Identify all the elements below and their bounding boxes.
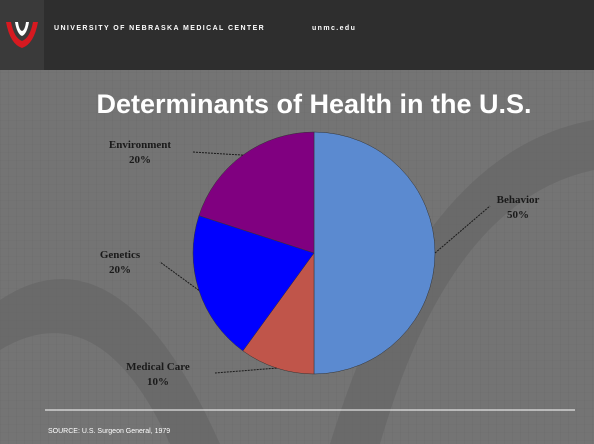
leader-line [191, 151, 243, 156]
slice-name: Genetics [100, 249, 141, 261]
slice-value: 20% [129, 154, 151, 166]
slice-name: Behavior [497, 194, 540, 206]
source-note: SOURCE: U.S. Surgeon General, 1979 [48, 428, 170, 435]
pie-slice [242, 252, 315, 375]
slice-value: 50% [507, 209, 529, 221]
leader-line [214, 367, 277, 374]
logo-inner [15, 22, 29, 36]
decor-arc [0, 278, 220, 444]
header-band [0, 0, 594, 70]
leader-line [159, 261, 200, 291]
header-institution: UNIVERSITY OF NEBRASKA MEDICAL CENTER [54, 25, 265, 32]
slice-name: Medical Care [126, 361, 190, 373]
slice-value: 20% [109, 264, 131, 276]
slice-name: Environment [109, 139, 171, 151]
chart-title: Determinants of Health in the U.S. [96, 89, 531, 119]
leader-line [434, 205, 491, 254]
decor-arc [330, 120, 594, 444]
pie: Behavior 50% Medical Care 10% Genetics 20% Env… [100, 131, 540, 388]
slice-value: 10% [147, 376, 169, 388]
pie-slice [198, 131, 315, 254]
pie-slice [192, 215, 315, 352]
header-url: unmc.edu [312, 25, 356, 32]
logo [6, 22, 38, 48]
